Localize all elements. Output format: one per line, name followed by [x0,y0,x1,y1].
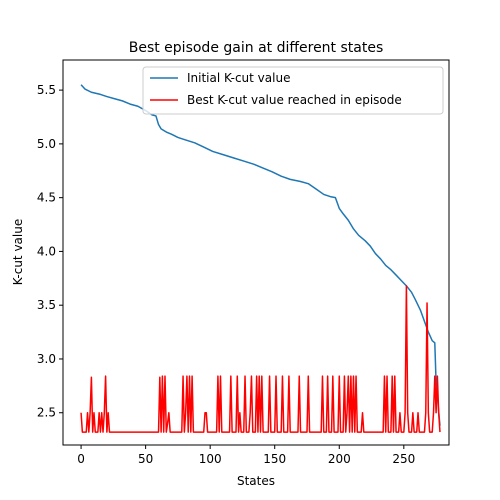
y-axis-label: K-cut value [11,219,25,285]
legend-box [142,66,444,115]
x-tick-label: 0 [77,452,85,466]
y-tick-label: 3.0 [37,352,56,366]
legend-label-initial: Initial K-cut value [187,71,290,85]
chart-title: Best episode gain at different states [129,40,384,56]
y-tick-label: 2.5 [37,406,56,420]
y-tick-label: 3.5 [37,298,56,312]
legend-label-best: Best K-cut value reached in episode [187,93,402,107]
y-tick-label: 5.0 [37,137,56,151]
series-line-best [80,285,441,433]
x-axis-label: States [237,474,275,488]
x-tick-label: 200 [328,452,351,466]
y-tick-label: 5.5 [37,83,56,97]
legend: Initial K-cut value Best K-cut value rea… [142,66,444,115]
y-tick-label: 4.5 [37,191,56,205]
x-tick-label: 100 [199,452,222,466]
y-tick-label: 4.0 [37,244,56,258]
x-tick-label: 250 [392,452,415,466]
y-axis: 2.5 3.0 3.5 4.0 4.5 5.0 5.5 [37,83,63,420]
x-tick-label: 50 [138,452,153,466]
plot-frame [62,59,450,446]
x-tick-label: 150 [263,452,286,466]
x-axis: 0 50 100 150 200 250 [77,445,415,466]
